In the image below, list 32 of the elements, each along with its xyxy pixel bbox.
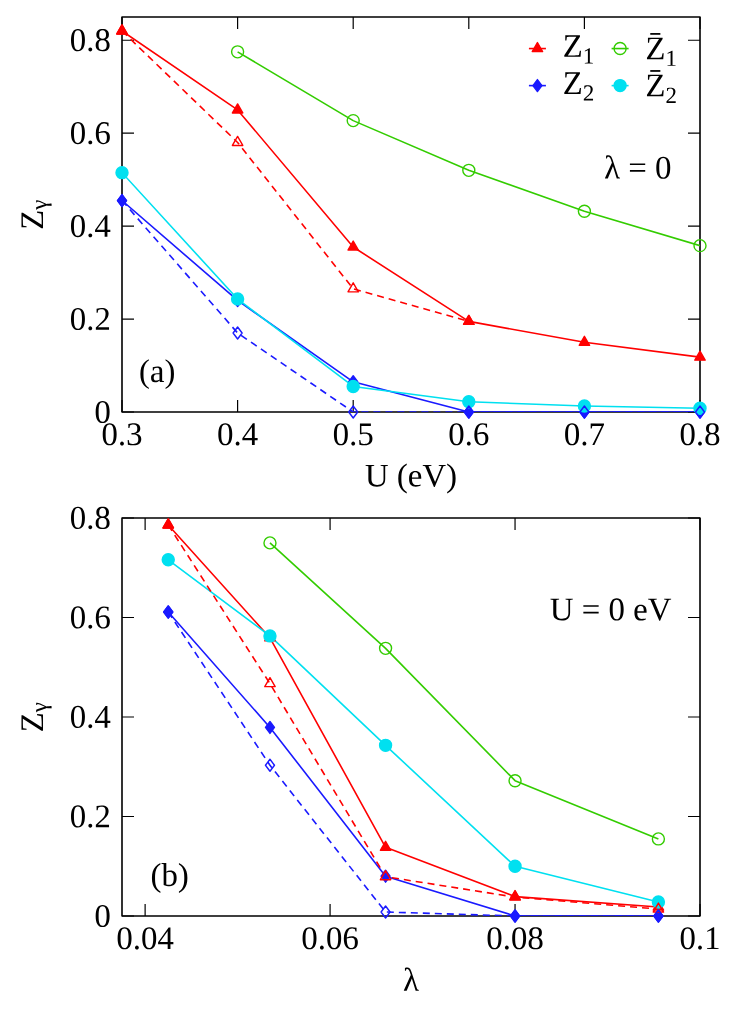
y-tick-label: 0.6 — [71, 122, 110, 145]
x-tick-label: 0.4 — [218, 423, 258, 446]
legend-label: Z$_{1}$ — [564, 35, 593, 64]
x-tick-label: 0.5 — [333, 423, 373, 446]
x-tick-label: 0.8 — [680, 423, 720, 446]
x-tick-label: 0.1 — [680, 927, 719, 950]
annotation: λ = 0 — [605, 155, 671, 179]
y-tick-label: 0.6 — [71, 606, 110, 629]
x-tick-label: 0.06 — [302, 927, 358, 950]
y-axis-title: Z$_{γ}$ — [21, 200, 52, 229]
annotation: (b) — [151, 863, 188, 893]
y-axis-title: Z$_{γ}$ — [21, 702, 52, 731]
x-axis-title: U (eV) — [365, 463, 456, 494]
x-tick-label: 0.7 — [565, 423, 604, 446]
x-tick-label: 0.6 — [449, 423, 489, 446]
x-axis-title: λ — [403, 967, 419, 991]
legend-label: Z$_{2}$ — [564, 72, 594, 101]
x-tick-label: 0.08 — [487, 927, 543, 950]
x-tick-label: 0.3 — [102, 423, 142, 446]
y-tick-label: 0.8 — [71, 506, 110, 530]
y-tick-label: 0 — [95, 904, 110, 928]
legend-label: Z̄$_{1}$ — [646, 33, 676, 66]
annotation: (a) — [140, 359, 174, 389]
y-tick-label: 0.4 — [71, 214, 111, 238]
x-tick-label: 0.04 — [117, 927, 174, 950]
y-tick-label: 0.2 — [71, 805, 110, 828]
y-tick-label: 0.8 — [71, 29, 110, 52]
annotation: U = 0 eV — [550, 598, 672, 621]
legend-label: Z̄$_{2}$ — [646, 70, 676, 103]
y-tick-label: 0.2 — [71, 307, 110, 331]
y-tick-label: 0.4 — [71, 705, 111, 729]
y-tick-label: 0 — [95, 400, 110, 424]
